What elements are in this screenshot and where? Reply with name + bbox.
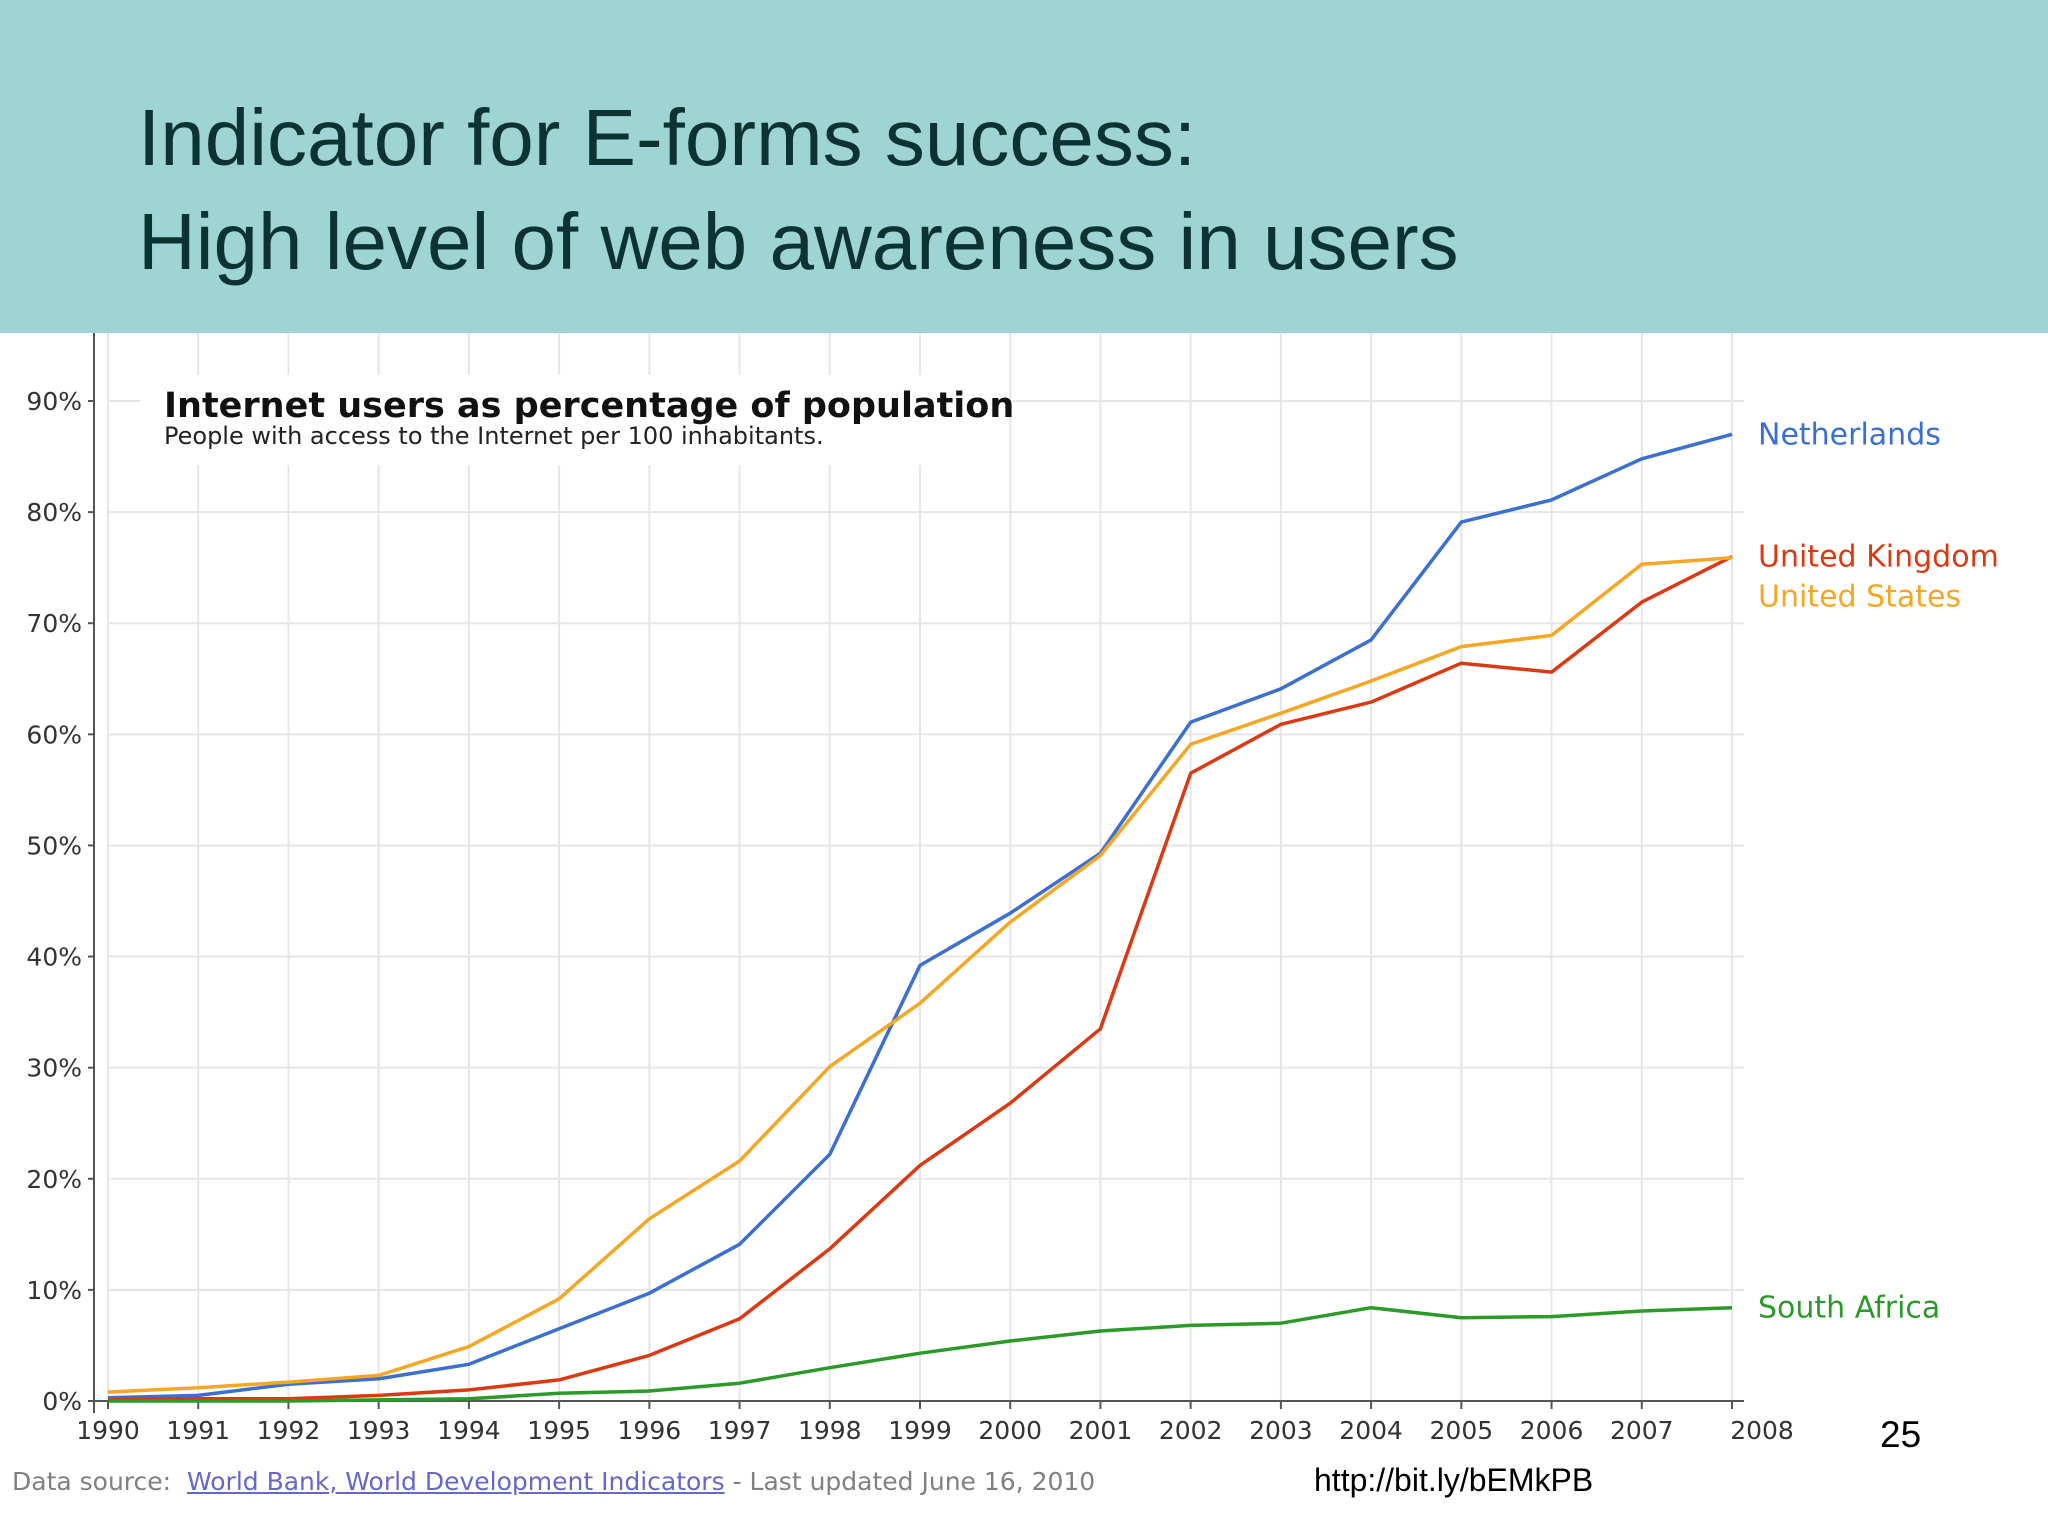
data-source-link[interactable]: World Bank, World Development Indicators — [187, 1467, 725, 1496]
chart-series — [107, 432, 1733, 1403]
slide-title-line-1: Indicator for E-forms success: — [138, 93, 1197, 182]
x-tick-label: 2003 — [1249, 1416, 1313, 1445]
data-source-suffix: - Last updated June 16, 2010 — [732, 1467, 1096, 1496]
y-tick-label: 60% — [26, 720, 82, 749]
series-line-south-africa — [108, 1305, 1733, 1403]
x-tick-label: 2008 — [1730, 1416, 1794, 1445]
x-tick-label: 1999 — [888, 1416, 952, 1445]
x-tick-label: 1998 — [798, 1416, 862, 1445]
series-line-united-states — [107, 555, 1733, 1394]
x-tick-label: 2002 — [1159, 1416, 1223, 1445]
data-source-prefix: Data source: — [12, 1467, 172, 1496]
chart-legend: Netherlands United Kingdom United States So… — [1758, 417, 1999, 1325]
line-chart: 0%10%20%30%40%50%60%70%80%90% 1990 1991 19… — [26, 333, 1999, 1445]
x-tick-label: 1991 — [166, 1416, 230, 1445]
x-tick-label: 1992 — [257, 1416, 321, 1445]
chart-axes — [88, 333, 1744, 1413]
x-tick-label: 1994 — [437, 1416, 501, 1445]
series-line-netherlands — [107, 432, 1733, 1400]
x-tick-label: 2006 — [1520, 1416, 1584, 1445]
x-tick-label: 2007 — [1610, 1416, 1674, 1445]
y-tick-label: 50% — [26, 831, 82, 860]
x-tick-label: 2000 — [978, 1416, 1042, 1445]
y-tick-label: 20% — [26, 1165, 82, 1194]
page-number: 25 — [1880, 1414, 1922, 1455]
x-tick-label: 2005 — [1430, 1416, 1494, 1445]
legend-label-netherlands: Netherlands — [1758, 417, 1941, 452]
x-axis-tick-labels: 1990 1991 1992 1993 1994 1995 1996 1997 1998 1999… — [76, 1416, 1794, 1445]
data-source-footer: Data source: World Bank, World Developme… — [12, 1467, 1095, 1496]
x-tick-label: 2001 — [1069, 1416, 1133, 1445]
x-tick-label: 1997 — [708, 1416, 772, 1445]
y-tick-label: 70% — [26, 609, 82, 638]
legend-label-united-kingdom: United Kingdom — [1758, 540, 1999, 575]
x-tick-label: 1996 — [618, 1416, 682, 1445]
y-tick-label: 0% — [42, 1387, 82, 1416]
legend-label-united-states: United States — [1758, 580, 1961, 615]
x-tick-label: 1993 — [347, 1416, 411, 1445]
y-tick-label: 80% — [26, 498, 82, 527]
y-tick-label: 10% — [26, 1276, 82, 1305]
slide-header: Indicator for E-forms success: High leve… — [0, 0, 2048, 333]
title-box — [140, 375, 995, 465]
y-tick-label: 90% — [26, 387, 82, 416]
chart-subtitle: People with access to the Internet per 1… — [164, 422, 824, 450]
y-axis-tick-labels: 0% 10% 20% 30% 40% 50% 60% 70% 80% 90% — [26, 387, 82, 1416]
chart-grid — [107, 333, 1744, 1402]
slide-title-line-2: High level of web awareness in users — [138, 197, 1459, 286]
short-url[interactable]: http://bit.ly/bEMkPB — [1314, 1462, 1594, 1498]
y-tick-label: 40% — [26, 943, 82, 972]
y-tick-label: 30% — [26, 1054, 82, 1083]
chart-title: Internet users as percentage of populati… — [164, 386, 1014, 426]
x-tick-label: 1995 — [527, 1416, 591, 1445]
x-tick-label: 1990 — [76, 1416, 140, 1445]
x-tick-label: 2004 — [1339, 1416, 1403, 1445]
series-line-united-kingdom — [107, 555, 1733, 1402]
legend-label-south-africa: South Africa — [1758, 1291, 1940, 1326]
